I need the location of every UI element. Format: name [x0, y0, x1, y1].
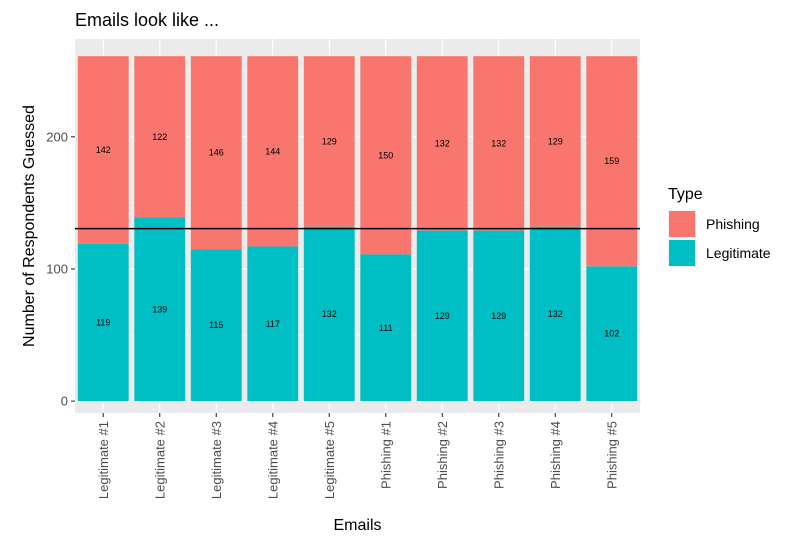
x-tick-label: Legitimate #4: [265, 421, 280, 499]
data-label-phishing: 146: [209, 148, 224, 158]
x-tick-label: Legitimate #1: [96, 421, 111, 499]
bar-legitimate: [77, 243, 129, 402]
bar-phishing: [247, 56, 299, 247]
x-tick-label: Phishing #3: [491, 421, 506, 489]
x-tick-label: Phishing #2: [435, 421, 450, 489]
legend-swatch-legitimate: [669, 240, 695, 266]
bar-legitimate: [247, 246, 299, 402]
data-label-legitimate: 117: [266, 319, 280, 329]
data-label-legitimate: 115: [209, 320, 223, 330]
bar-phishing: [473, 56, 525, 231]
bar-legitimate: [190, 249, 242, 402]
data-label-phishing: 132: [435, 138, 450, 148]
data-label-phishing: 129: [548, 136, 563, 146]
bar-phishing: [360, 56, 412, 255]
data-label-phishing: 142: [96, 145, 111, 155]
bar-legitimate: [473, 230, 525, 402]
data-label-legitimate: 132: [322, 309, 337, 319]
data-label-legitimate: 129: [435, 311, 450, 321]
y-tick-label: 200: [46, 129, 68, 144]
bar-phishing: [416, 56, 468, 231]
y-axis-title: Number of Respondents Guessed: [21, 105, 38, 347]
data-label-legitimate: 111: [379, 323, 393, 333]
data-label-legitimate: 139: [152, 304, 167, 314]
bars: [77, 56, 638, 402]
x-tick-label: Phishing #4: [548, 421, 563, 489]
data-label-phishing: 144: [265, 146, 280, 156]
chart-title: Emails look like ...: [75, 10, 219, 30]
x-tick-label: Legitimate #5: [322, 421, 337, 499]
data-labels: 119 142 139 122 115 146 117 144 132 129 111 150 129 1…: [96, 132, 620, 339]
bar-phishing: [77, 56, 129, 244]
data-label-phishing: 150: [378, 150, 393, 160]
bar-legitimate: [134, 217, 186, 402]
bar-legitimate: [586, 266, 638, 402]
data-label-legitimate: 132: [548, 309, 563, 319]
y-axis: 0 100 200: [46, 129, 75, 409]
bar-legitimate: [303, 226, 355, 402]
bar-phishing: [303, 56, 355, 227]
data-label-legitimate: 102: [604, 329, 619, 339]
x-tick-label: Legitimate #2: [152, 421, 167, 499]
bar-legitimate: [416, 230, 468, 402]
x-axis: Legitimate #1 Legitimate #2 Legitimate #3 L…: [96, 413, 619, 499]
bar-phishing: [190, 56, 242, 250]
bar-legitimate: [529, 226, 581, 402]
x-tick-label: Phishing #5: [604, 421, 619, 489]
bar-phishing: [586, 56, 638, 267]
data-label-legitimate: 119: [96, 317, 110, 327]
bar-phishing: [529, 56, 581, 227]
x-axis-title: Emails: [333, 517, 381, 534]
data-label-phishing: 159: [604, 156, 619, 166]
data-label-phishing: 129: [322, 136, 337, 146]
legend-title: Type: [668, 186, 703, 203]
data-label-legitimate: 129: [491, 311, 506, 321]
bar-legitimate: [360, 254, 412, 402]
data-label-phishing: 132: [491, 138, 506, 148]
x-tick-label: Legitimate #3: [209, 421, 224, 499]
bar-phishing: [134, 56, 186, 218]
legend-label-legitimate: Legitimate: [706, 245, 771, 261]
y-tick-label: 0: [61, 394, 68, 409]
x-tick-label: Phishing #1: [378, 421, 393, 489]
legend-label-phishing: Phishing: [706, 216, 760, 232]
y-tick-label: 100: [46, 261, 68, 276]
data-label-phishing: 122: [152, 132, 167, 142]
legend: Type Phishing Legitimate: [668, 186, 771, 267]
legend-swatch-phishing: [669, 211, 695, 237]
